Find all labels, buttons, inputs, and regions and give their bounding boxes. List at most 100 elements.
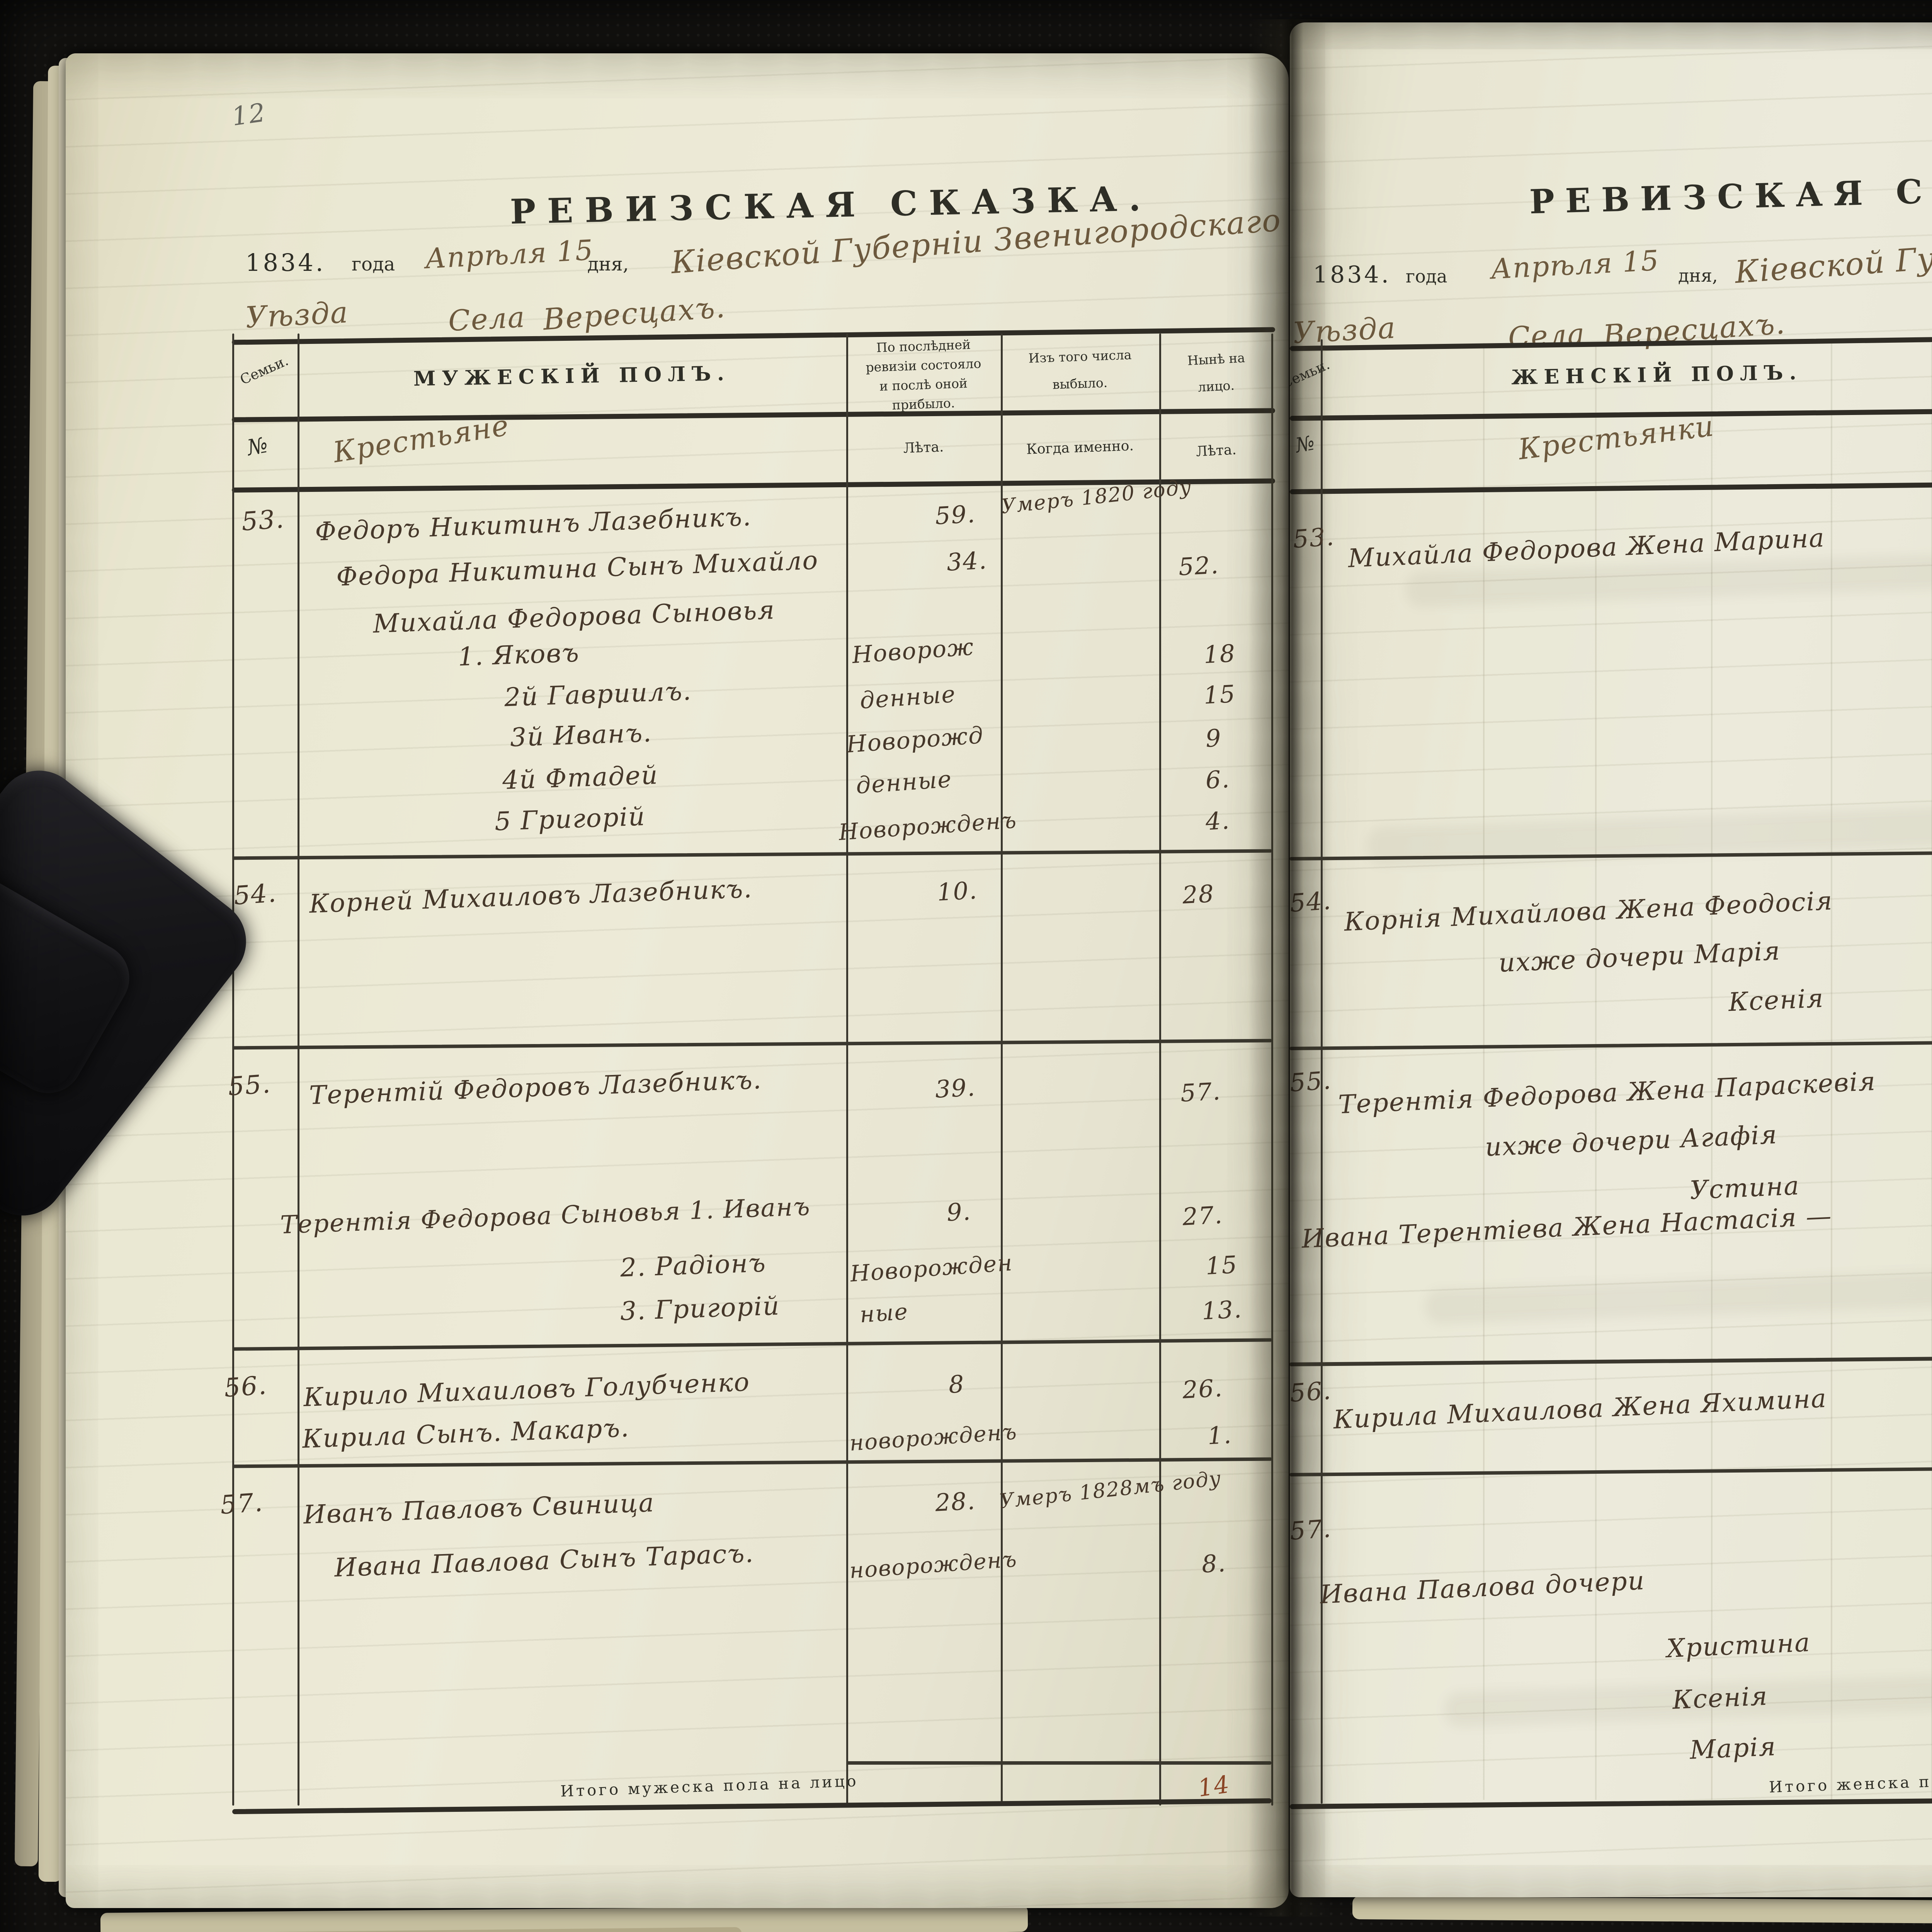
left-title: РЕВИЗСКАЯ СКАЗКА. bbox=[510, 178, 1153, 232]
age-now: 52. bbox=[1178, 551, 1220, 581]
age-now: 27. bbox=[1182, 1201, 1224, 1231]
age-previous: новорожденъ bbox=[849, 1546, 1018, 1584]
age-now: 57. bbox=[1180, 1077, 1222, 1107]
right-table-subheader-divider bbox=[1290, 479, 1932, 495]
entry-name: Михайла Федорова Сыновья bbox=[372, 595, 776, 639]
left-col-present-line bbox=[1159, 333, 1161, 1806]
family-number: 56. bbox=[1290, 1376, 1333, 1408]
left-date-year: 1834. bbox=[245, 248, 326, 277]
left-header-departed-l1: Изъ того числа bbox=[1028, 347, 1132, 366]
page-edge-bottom-sliver bbox=[100, 1905, 1028, 1932]
right-date-year: 1834. bbox=[1313, 261, 1391, 288]
entry-name: Корней Михаиловъ Лазебникъ. bbox=[309, 873, 753, 919]
left-date-village: Вересцахъ. bbox=[542, 289, 727, 337]
entry-name: Терентій Федоровъ Лазебникъ. bbox=[309, 1065, 762, 1111]
age-previous: денные bbox=[855, 765, 953, 799]
age-previous: новорожденъ bbox=[849, 1419, 1018, 1456]
left-subheader-number-sign: № bbox=[245, 432, 270, 461]
age-previous: 28. bbox=[934, 1486, 976, 1517]
entry-name: Терентія Федорова Жена Параскевія bbox=[1337, 1066, 1877, 1120]
family-number: 54. bbox=[1290, 886, 1333, 918]
age-now: 4. bbox=[1205, 806, 1231, 836]
right-table-bottom-border bbox=[1290, 1796, 1932, 1809]
entry-name: Марія bbox=[1689, 1731, 1777, 1765]
left-date-uyezd: Уѣзда bbox=[244, 295, 350, 335]
age-previous: Новорожд bbox=[845, 721, 985, 759]
entry-name: Федора Никитина Сынъ Михайло bbox=[336, 545, 819, 592]
family-number: 54. bbox=[233, 878, 278, 911]
entry-name: 3. Григорій bbox=[619, 1291, 781, 1327]
left-subheader-years-a: Лѣта. bbox=[903, 439, 944, 456]
left-divider-56-57 bbox=[232, 1457, 1272, 1468]
right-date-year-word: года bbox=[1406, 266, 1447, 287]
left-subheader-years-b: Лѣта. bbox=[1196, 442, 1237, 460]
bleedthrough-line bbox=[1711, 343, 1713, 1800]
left-header-present-l1: Нынѣ на bbox=[1187, 350, 1245, 368]
left-table-top-border bbox=[232, 327, 1275, 345]
age-previous: Новорожденъ bbox=[838, 806, 1018, 846]
entry-name: Ивана Павлова дочери bbox=[1319, 1565, 1646, 1610]
age-previous: денные bbox=[859, 680, 957, 714]
left-header-revision-l3: и послѣ оной bbox=[879, 376, 968, 394]
entry-name: Ивана Терентіева Жена Настасія — bbox=[1301, 1201, 1833, 1254]
bleedthrough-line bbox=[1483, 343, 1485, 1800]
age-now: 13. bbox=[1201, 1295, 1243, 1325]
age-previous: Новорож bbox=[851, 633, 975, 669]
right-divider-54-55 bbox=[1290, 1038, 1932, 1050]
family-number: 53. bbox=[240, 504, 286, 537]
entry-name: 5 Григорій bbox=[494, 801, 646, 837]
entry-name: 2й Гавриилъ. bbox=[503, 676, 692, 713]
right-date-month-day: Апрѣля 15 bbox=[1490, 244, 1660, 286]
left-date-month-day: Апрѣля 15 bbox=[424, 233, 595, 275]
left-date-selo: Села bbox=[447, 300, 526, 338]
entry-name: Христина bbox=[1666, 1627, 1811, 1664]
left-col-revision-line bbox=[846, 333, 848, 1806]
age-previous: 8 bbox=[948, 1369, 966, 1399]
right-date-region: Кіевской Губерніи Звенигородскаго bbox=[1733, 212, 1932, 291]
family-number: 55. bbox=[227, 1069, 272, 1102]
right-divider-56-57 bbox=[1290, 1464, 1932, 1476]
left-divider-53-54 bbox=[232, 849, 1272, 860]
family-number: 56. bbox=[223, 1370, 268, 1403]
age-previous: 10. bbox=[936, 876, 978, 906]
right-date-selo: Села bbox=[1507, 317, 1586, 355]
left-footer-total: 14 bbox=[1196, 1770, 1232, 1803]
bleedthrough-line bbox=[1831, 343, 1832, 1800]
entry-name: Федоръ Никитинъ Лазебникъ. bbox=[315, 502, 752, 547]
entry-name: ихже дочери Агафія bbox=[1484, 1119, 1778, 1162]
right-footer-label: Итого женска пола на лицо bbox=[1769, 1769, 1932, 1796]
family-number: 53. bbox=[1292, 522, 1336, 554]
left-table-border-left bbox=[232, 333, 234, 1806]
entry-name: Терентія Федорова Сыновья 1. Иванъ bbox=[280, 1192, 811, 1240]
age-previous: ные bbox=[859, 1298, 909, 1328]
right-divider-55-56 bbox=[1290, 1354, 1932, 1366]
age-now: 26. bbox=[1182, 1374, 1224, 1404]
left-divider-55-56 bbox=[232, 1338, 1272, 1351]
right-page: РЕВИЗСКАЯ СКАЗКА. 218 1834. года Апрѣля … bbox=[1290, 22, 1932, 1897]
entry-name: Иванъ Павловъ Свиница bbox=[303, 1488, 655, 1530]
right-date-day-word: дня, bbox=[1678, 265, 1718, 286]
left-footer-label: Итого мужеска пола на лицо bbox=[560, 1772, 859, 1801]
right-header-family: Семьи. bbox=[1290, 356, 1332, 392]
age-now: 15 bbox=[1205, 1250, 1238, 1281]
left-header-departed-l2: выбыло. bbox=[1052, 375, 1108, 392]
left-table-border-right bbox=[1271, 333, 1273, 1806]
family-number: 55. bbox=[1290, 1066, 1333, 1098]
left-date-day-word: дня, bbox=[587, 253, 629, 275]
family-number: 57. bbox=[219, 1487, 264, 1520]
left-divider-54-55 bbox=[232, 1039, 1272, 1050]
page-edge-bottom-sliver3 bbox=[1352, 1896, 1932, 1926]
left-header-revision-l2: ревизіи состояло bbox=[865, 355, 982, 375]
entry-name: Кирило Михаиловъ Голубченко bbox=[303, 1367, 751, 1413]
left-footer-partial-line bbox=[846, 1761, 1271, 1765]
left-table-bottom-border bbox=[232, 1798, 1272, 1815]
entry-name: Ксенія bbox=[1672, 1681, 1769, 1715]
entry-name: Ксенія bbox=[1728, 983, 1825, 1017]
entry-name: Устина bbox=[1689, 1170, 1801, 1206]
age-now: 9 bbox=[1205, 723, 1223, 753]
entry-name: 1. Яковъ bbox=[457, 638, 580, 672]
age-previous: 59. bbox=[934, 500, 976, 530]
bleedthrough-line bbox=[1931, 343, 1932, 1800]
bleedthrough-line bbox=[1595, 343, 1597, 1800]
